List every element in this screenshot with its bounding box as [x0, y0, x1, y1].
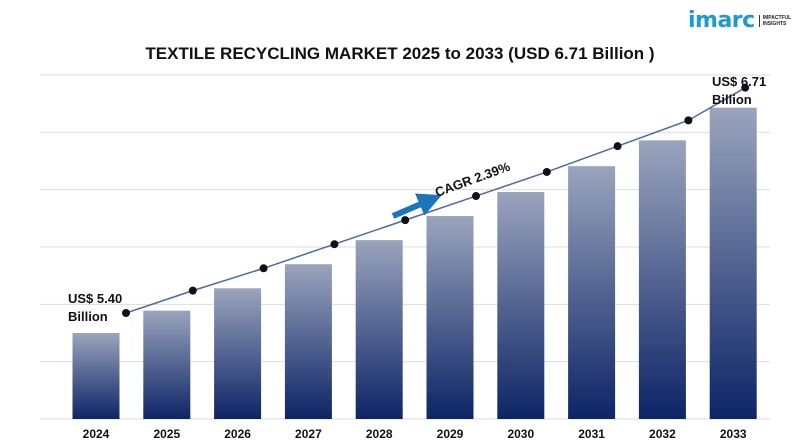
trend-point-2025	[188, 286, 197, 295]
end-unit-label: Billion	[712, 92, 752, 107]
logo-word: imarc	[688, 8, 755, 33]
trend-point-2026	[259, 264, 268, 273]
trend-point-2027	[330, 240, 339, 249]
trend-point-2024	[122, 309, 130, 317]
imarc-logo: imarc IMPACTFUL INSIGHTS	[688, 8, 800, 33]
start-unit-label: Billion	[68, 309, 108, 324]
bar-2027	[284, 264, 332, 419]
bar-2028	[355, 240, 403, 419]
bar-2026	[214, 288, 262, 419]
x-tick-label: 2027	[295, 427, 322, 441]
x-tick-label: 2026	[224, 427, 251, 441]
trend-point-2028	[401, 216, 410, 225]
x-tick-label: 2028	[366, 427, 393, 441]
x-tick-label: 2029	[437, 427, 464, 441]
cagr-arrow-icon	[391, 193, 442, 219]
bar-2033	[709, 107, 757, 420]
end-value-label: US$ 6.71	[712, 74, 766, 89]
trend-point-2032	[684, 116, 693, 125]
x-tick-label: 2030	[507, 427, 534, 441]
bar-2030	[497, 191, 545, 419]
bar-2029	[426, 216, 474, 419]
bar-2031	[568, 166, 616, 419]
x-tick-label: 2025	[153, 427, 180, 441]
trend-point-2030	[542, 167, 551, 176]
x-tick-label: 2024	[83, 427, 110, 441]
logo-tagline: IMPACTFUL INSIGHTS	[758, 14, 800, 27]
chart-title: TEXTILE RECYCLING MARKET 2025 to 2033 (U…	[145, 44, 655, 63]
trend-point-2031	[613, 142, 622, 151]
bar-2024	[72, 333, 120, 419]
trend-point-2033	[741, 83, 750, 92]
bar-2032	[638, 140, 686, 420]
trend-point-2029	[472, 192, 480, 201]
x-tick-label: 2031	[578, 427, 605, 441]
x-tick-label: 2032	[649, 427, 676, 441]
x-tick-label: 2033	[720, 427, 747, 441]
bar-2025	[143, 310, 191, 419]
start-value-label: US$ 5.40	[68, 291, 122, 306]
